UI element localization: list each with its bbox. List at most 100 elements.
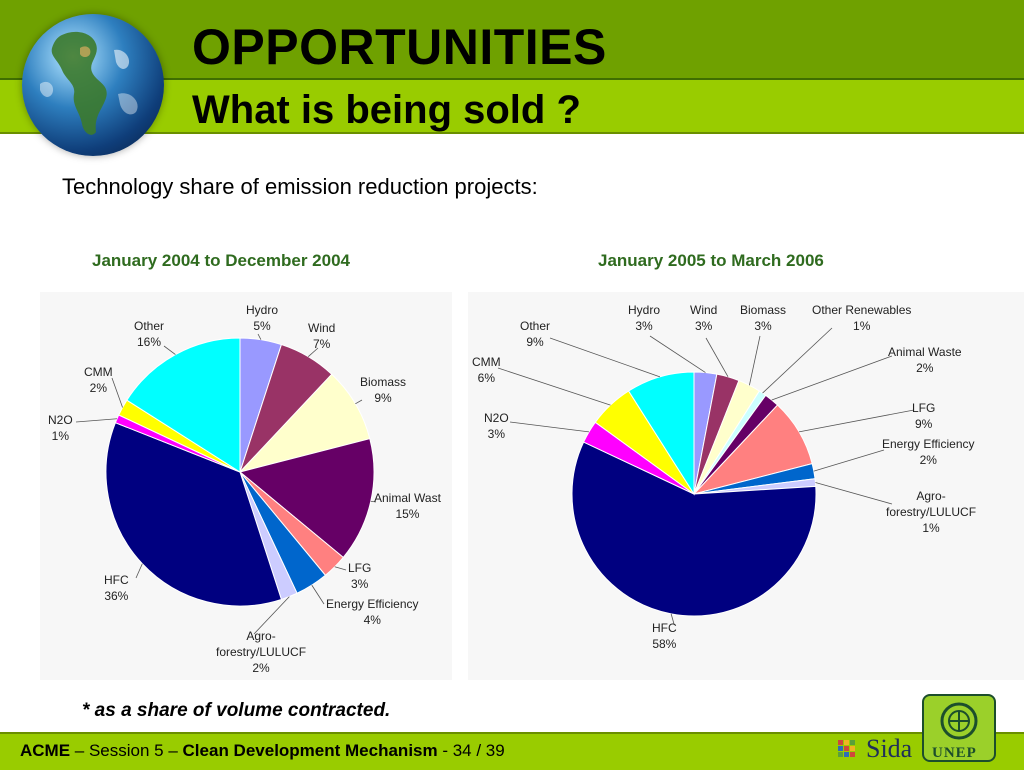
pie-label-line: 2% — [89, 381, 107, 395]
pie-slice-hfc — [571, 441, 817, 617]
pie-label-line: 1% — [853, 319, 871, 333]
leader-line — [748, 335, 761, 386]
pie-label-line: 3% — [695, 319, 713, 333]
pie-label: CMM 6% — [472, 354, 501, 386]
sida-wordmark: Sida — [866, 734, 913, 763]
pie-label-line: LFG — [348, 561, 372, 575]
pie-label-line: Other — [520, 319, 551, 333]
pie-label: N2O 3% — [484, 410, 509, 442]
footer-cdm: Clean Development Mechanism — [182, 741, 438, 760]
pie-label: Energy Efficiency 4% — [326, 596, 419, 628]
subtitle-band — [0, 80, 1024, 134]
leader-line — [705, 337, 729, 378]
leader-line — [762, 327, 833, 394]
pie-label: Hydro 5% — [246, 302, 278, 334]
pie-label-line: Biomass — [740, 303, 787, 317]
footer-text: ACME – Session 5 – Clean Development Mec… — [20, 741, 505, 761]
unep-wordmark: UNEP — [932, 745, 977, 761]
leader-line — [813, 449, 885, 472]
pie-label-line: 2% — [252, 661, 270, 675]
leader-line — [111, 377, 123, 408]
pie-label: Agro-forestry/LULUCF 2% — [216, 628, 306, 676]
pie-label-line: N2O — [48, 413, 73, 427]
pie-label-line: Other — [134, 319, 165, 333]
pie-label-line: N2O — [484, 411, 509, 425]
pie-label-line: Energy Efficiency — [326, 597, 419, 611]
pie-slice-other — [627, 371, 695, 496]
pie-chart-2005-2006: Hydro 3% Wind 3% Biomass 3% Other Renewables 1%… — [468, 292, 1024, 680]
pie-label-line: Agro- — [246, 629, 276, 643]
header-band — [0, 0, 1024, 80]
pie-label-line: Hydro — [628, 303, 661, 317]
pie-label-line: 1% — [922, 521, 940, 535]
pie-label: Biomass 9% — [360, 374, 406, 406]
pie-label-line: 3% — [635, 319, 653, 333]
leader-line — [670, 613, 675, 625]
slide-subtitle: What is being sold ? — [192, 88, 581, 132]
pie-label-line: 3% — [487, 427, 506, 441]
pie-label: Other 16% — [134, 318, 164, 350]
leader-line — [370, 500, 377, 503]
chart-title-2004: January 2004 to December 2004 — [92, 251, 350, 270]
pie-label: HFC 58% — [652, 620, 677, 652]
pie-label: Hydro 3% — [628, 302, 660, 334]
pie-label-line: 3% — [754, 319, 772, 333]
pie-label-line: forestry/LULUCF — [886, 505, 977, 519]
pie-label: CMM 2% — [84, 364, 113, 396]
pie-label-line: 16% — [136, 335, 162, 349]
pie-label-line: Hydro — [246, 303, 279, 317]
leader-line — [771, 355, 893, 401]
unep-emblem-icon — [922, 694, 996, 762]
leader-line — [75, 418, 118, 423]
pie-label: Energy Efficiency 2% — [882, 436, 975, 468]
leader-line — [509, 421, 590, 433]
pie-label: Wind 3% — [690, 302, 717, 334]
pie-label-line: forestry/LULUCF — [216, 645, 307, 659]
pie-label-line: 58% — [652, 637, 677, 651]
pie-label-line: 36% — [104, 589, 129, 603]
pie-label-line: 2% — [919, 453, 937, 467]
pie-label-line: 9% — [915, 417, 933, 431]
pie-label-line: Wind — [690, 303, 718, 317]
leader-line — [355, 399, 363, 405]
pie-label-line: 6% — [477, 371, 495, 385]
leader-line — [311, 584, 325, 605]
pie-label: LFG 9% — [912, 400, 935, 432]
pie-label: Animal Wast 15% — [374, 490, 441, 522]
pie-label-line: HFC — [104, 573, 129, 587]
pie-label-line: Wind — [308, 321, 336, 335]
pie-label-line: Energy Efficiency — [882, 437, 975, 451]
footer-pages: - 34 / 39 — [437, 741, 505, 760]
pie-label: HFC 36% — [104, 572, 129, 604]
globe-icon — [22, 14, 164, 156]
pie-chart-2004: Hydro 5% Wind 7% Biomass 9% Animal Wast 15% LFG 3… — [40, 292, 452, 680]
leader-line — [307, 347, 319, 357]
pie-label-line: 2% — [916, 361, 934, 375]
pie-label-line: HFC — [652, 621, 677, 635]
footer-acme: ACME — [20, 741, 71, 760]
leader-line — [334, 566, 347, 571]
pie-label-line: 15% — [395, 507, 420, 521]
leader-line — [253, 596, 290, 635]
pie-label-line: Biomass — [360, 375, 407, 389]
pie-label: Agro-forestry/LULUCF 1% — [886, 488, 976, 536]
pie-label-line: Agro- — [916, 489, 946, 503]
pie-label-line: 5% — [253, 319, 271, 333]
leader-line — [798, 409, 915, 433]
pie-label: Wind 7% — [308, 320, 335, 352]
leader-line — [257, 333, 262, 340]
pie-label-line: LFG — [912, 401, 936, 415]
leader-line — [163, 345, 176, 355]
leader-line — [815, 482, 893, 505]
leader-line — [649, 335, 706, 373]
pie-label-line: Other Renewables — [812, 303, 912, 317]
pie-label-line: Animal Wast — [374, 491, 441, 505]
pie-label-line: 3% — [351, 577, 369, 591]
pie-label: Animal Waste 2% — [888, 344, 962, 376]
pie-label-line: 1% — [51, 429, 70, 443]
pie-label: N2O 1% — [48, 412, 73, 444]
pie-label-line: 9% — [374, 391, 392, 405]
pie-label: LFG 3% — [348, 560, 371, 592]
pie-label: Biomass 3% — [740, 302, 786, 334]
slide-title: OPPORTUNITIES — [192, 19, 607, 75]
